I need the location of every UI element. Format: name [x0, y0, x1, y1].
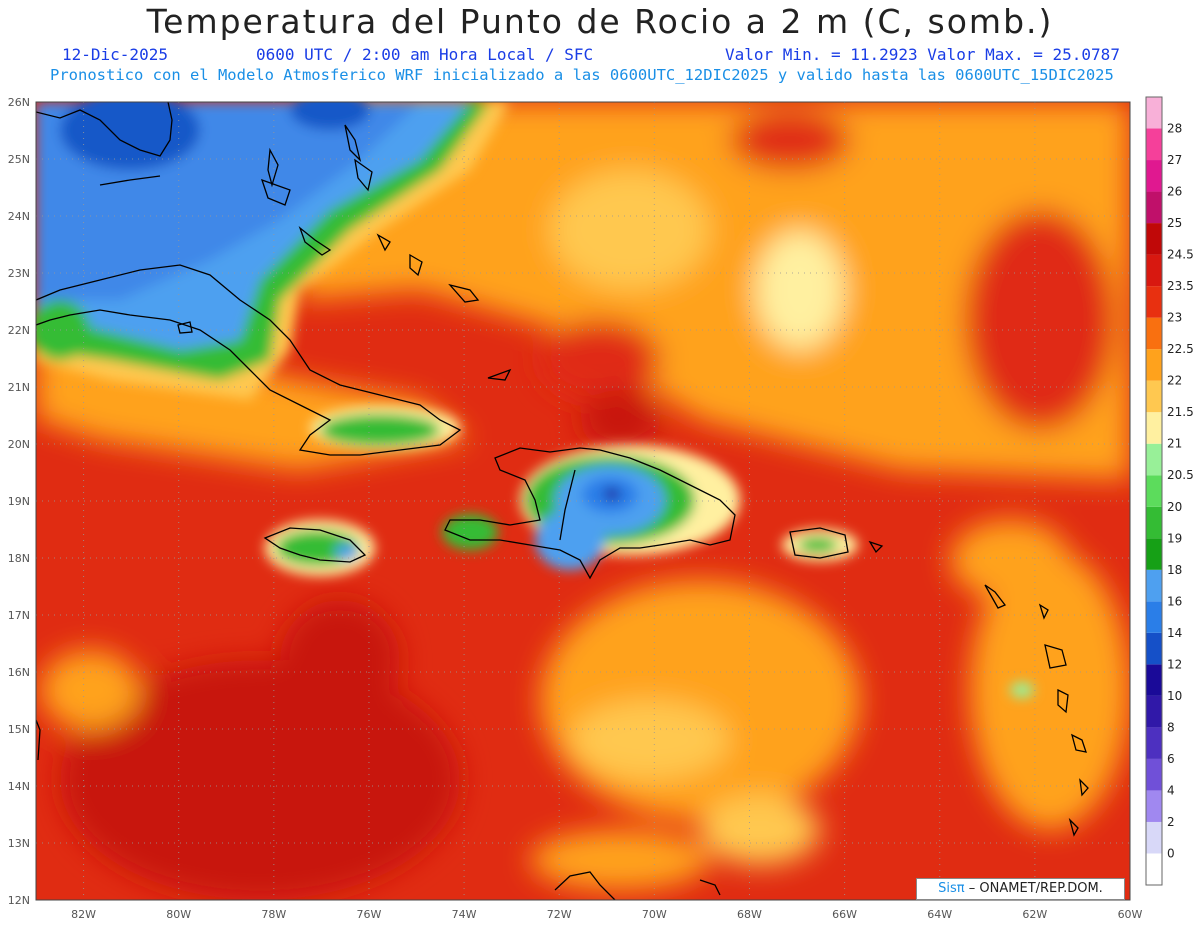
latitude-tick-label: 20N [8, 438, 30, 451]
credit-badge: Sisπ – ONAMET/REP.DOM. [916, 878, 1125, 900]
colorbar-swatch [1146, 223, 1162, 255]
colorbar-label: 21 [1167, 437, 1182, 451]
colorbar-label: 22.5 [1167, 342, 1194, 356]
longitude-labels: 82W 80W 78W 76W 74W 72W 70W 68W 66W 64W 62W 60W [71, 908, 1142, 921]
colorbar-swatch [1146, 349, 1162, 381]
map-title: Temperatura del Punto de Rocio a 2 m (C,… [146, 2, 1054, 41]
longitude-tick-label: 72W [547, 908, 572, 921]
colorbar-label: 0 [1167, 846, 1175, 860]
colorbar-swatch [1146, 695, 1162, 728]
credit-brand: Sisπ [938, 881, 965, 896]
colorbar: 0 2 4 6 8 10 12 14 16 18 19 20 20.5 21 21.5 22 22.5 23 23.… [1145, 96, 1194, 886]
colorbar-swatch [1146, 632, 1162, 665]
colorbar-label: 22 [1167, 374, 1182, 388]
longitude-tick-label: 64W [927, 908, 952, 921]
colorbar-label: 2 [1167, 815, 1175, 829]
coastlines [36, 102, 1089, 900]
credit-text: – ONAMET/REP.DOM. [968, 881, 1103, 896]
longitude-tick-label: 80W [166, 908, 191, 921]
longitude-tick-label: 70W [642, 908, 667, 921]
colorbar-swatch [1146, 160, 1162, 192]
latitude-tick-label: 21N [8, 381, 30, 394]
longitude-tick-label: 68W [737, 908, 762, 921]
colorbar-label: 26 [1167, 185, 1182, 199]
colorbar-swatch [1146, 317, 1162, 350]
colorbar-swatch [1146, 475, 1162, 507]
colorbar-label: 23.5 [1167, 279, 1194, 293]
colorbar-label: 6 [1167, 752, 1175, 766]
longitude-tick-label: 82W [71, 908, 96, 921]
colorbar-swatch [1146, 758, 1162, 791]
min-max-values: Valor Min. = 11.2923 Valor Max. = 25.078… [725, 45, 1120, 64]
colorbar-label: 12 [1167, 657, 1182, 671]
longitude-tick-label: 62W [1022, 908, 1047, 921]
colorbar-swatch [1146, 601, 1162, 633]
colorbar-label: 16 [1167, 594, 1182, 608]
latitude-tick-label: 19N [8, 495, 30, 508]
longitude-tick-label: 74W [452, 908, 477, 921]
latitude-tick-label: 18N [8, 552, 30, 565]
colorbar-label: 27 [1167, 153, 1182, 167]
colorbar-swatch [1146, 191, 1162, 224]
latitude-tick-label: 16N [8, 666, 30, 679]
longitude-tick-label: 60W [1118, 908, 1143, 921]
model-info: Pronostico con el Modelo Atmosferico WRF… [50, 66, 1114, 84]
colorbar-swatch [1146, 853, 1162, 885]
colorbar-label: 4 [1167, 783, 1175, 797]
colorbar-label: 20.5 [1167, 468, 1194, 482]
latitude-labels: 12N 13N 14N 15N 16N 17N 18N 19N 20N 21N 22N 23N 24N 2… [8, 96, 30, 907]
latitude-tick-label: 17N [8, 609, 30, 622]
colorbar-swatch [1146, 790, 1162, 822]
longitude-tick-label: 78W [261, 908, 286, 921]
latitude-tick-label: 14N [8, 780, 30, 793]
colorbar-swatch [1146, 412, 1162, 444]
colorbar-swatch [1146, 380, 1162, 413]
colorbar-swatch [1146, 821, 1162, 854]
colorbar-swatch [1146, 538, 1162, 570]
temperature-field [36, 102, 1130, 900]
longitude-tick-label: 76W [357, 908, 382, 921]
latitude-tick-label: 23N [8, 267, 30, 280]
colorbar-label: 19 [1167, 531, 1182, 545]
lat-lon-grid [36, 102, 1131, 900]
colorbar-label: 24.5 [1167, 248, 1194, 262]
colorbar-swatch [1146, 97, 1162, 129]
colorbar-swatch [1146, 128, 1162, 161]
colorbar-label: 8 [1167, 720, 1175, 734]
colorbar-swatch [1146, 254, 1162, 287]
latitude-tick-label: 25N [8, 153, 30, 166]
colorbar-swatch [1146, 286, 1162, 318]
colorbar-label: 10 [1167, 689, 1182, 703]
colorbar-label: 18 [1167, 563, 1182, 577]
forecast-time: 0600 UTC / 2:00 am Hora Local / SFC [256, 45, 594, 64]
colorbar-label: 20 [1167, 500, 1182, 514]
latitude-tick-label: 24N [8, 210, 30, 223]
colorbar-label: 14 [1167, 626, 1182, 640]
colorbar-swatch [1146, 727, 1162, 759]
colorbar-label: 21.5 [1167, 405, 1194, 419]
colorbar-swatch [1146, 443, 1162, 476]
colorbar-swatch [1146, 569, 1162, 602]
forecast-date: 12-Dic-2025 [62, 45, 168, 64]
latitude-tick-label: 15N [8, 723, 30, 736]
latitude-tick-label: 22N [8, 324, 30, 337]
colorbar-frame [1145, 96, 1163, 886]
latitude-tick-label: 26N [8, 96, 30, 109]
longitude-tick-label: 66W [832, 908, 857, 921]
colorbar-label: 28 [1167, 122, 1182, 136]
colorbar-swatch [1146, 664, 1162, 696]
latitude-tick-label: 13N [8, 837, 30, 850]
colorbar-label: 23 [1167, 311, 1182, 325]
colorbar-label: 25 [1167, 216, 1182, 230]
map-frame [35, 101, 1131, 901]
latitude-tick-label: 12N [8, 894, 30, 907]
colorbar-swatch [1146, 506, 1162, 539]
